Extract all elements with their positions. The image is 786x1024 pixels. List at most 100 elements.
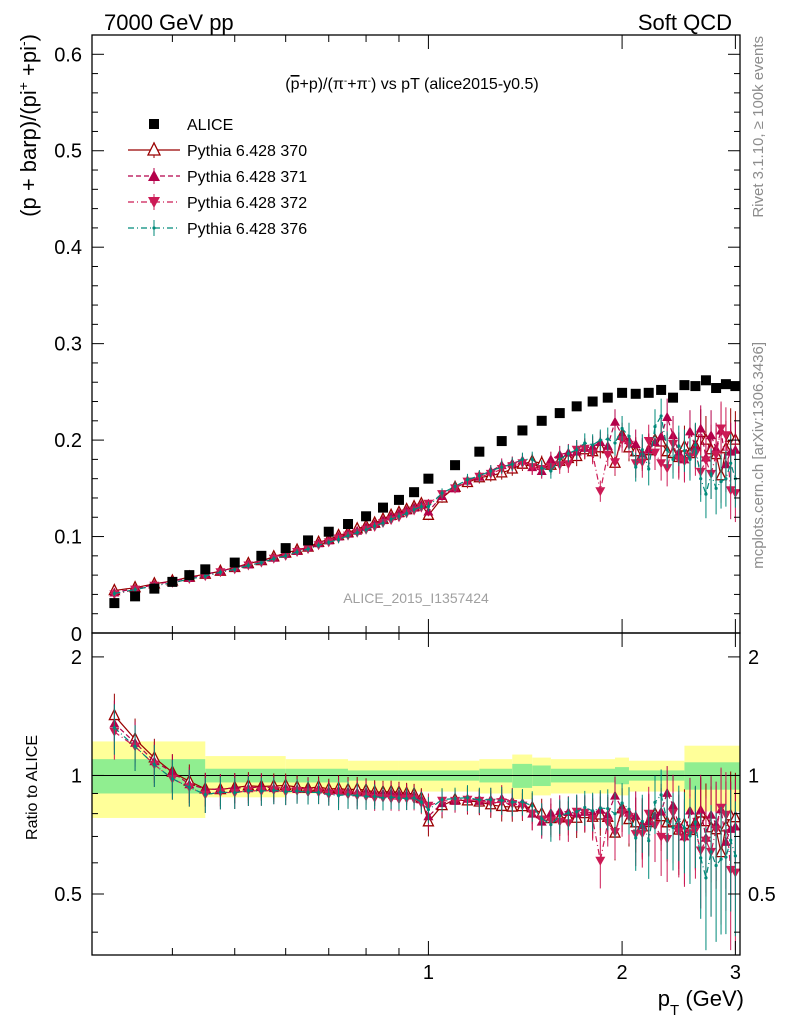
alice-data-point (184, 570, 195, 581)
series-4-ratio-point (346, 793, 350, 797)
ratio-ytick-label-right: 0.5 (748, 884, 776, 906)
series-2-point (610, 416, 621, 426)
series-3-point (720, 431, 731, 441)
series-4-ratio-point (336, 793, 341, 797)
series-4-point (389, 517, 393, 521)
series-4-point (714, 486, 718, 490)
series-2-point (630, 438, 641, 448)
legend-series-3-label: Pythia 6.428 372 (187, 195, 307, 212)
series-4-point (259, 560, 263, 565)
series-4-ratio-point (500, 798, 504, 802)
series-4-ratio-point (218, 790, 223, 794)
series-3-point (643, 437, 654, 447)
x-tick-label: 1 (423, 962, 434, 984)
series-4-ratio-point (693, 820, 697, 824)
series-3-point (610, 458, 621, 468)
series-4-ratio-point (405, 797, 409, 801)
legend-series-1-marker (146, 141, 162, 156)
alice-data-point (587, 396, 598, 407)
series-4-ratio-point (355, 793, 359, 798)
series-4-ratio-point (598, 806, 602, 810)
series-4-ratio-point (709, 850, 713, 854)
series-4-ratio-point (665, 819, 669, 823)
legend-series-4-label: Pythia 6.428 376 (187, 221, 307, 238)
series-4-point (693, 443, 697, 447)
series-4-ratio-point (729, 838, 733, 842)
series-4-point (682, 449, 687, 453)
header-left-label: 7000 GeV pp (104, 10, 234, 35)
series-3-point (716, 424, 727, 434)
alice-data-point (730, 381, 740, 392)
legend: ALICE Pythia 6.428 370 Pythia 6.428 371 Pyt… (128, 117, 307, 238)
series-4-ratio-point (316, 790, 321, 795)
ratio-y-axis-label: Ratio to ALICE (24, 735, 41, 840)
alice-data-point (517, 425, 528, 436)
series-4-ratio-point (364, 794, 368, 799)
series-4-point (729, 461, 733, 465)
alice-data-point (377, 502, 388, 513)
series-4-ratio-point (133, 744, 137, 749)
series-4-point (327, 540, 331, 544)
alice-data-point (229, 557, 240, 568)
series-2-point (706, 430, 717, 440)
alice-data-point (474, 446, 485, 457)
series-4-ratio-point (187, 785, 191, 789)
series-4-ratio-point (489, 798, 493, 802)
alice-data-point (711, 383, 722, 394)
legend-series-2-label: Pythia 6.428 371 (187, 169, 307, 186)
series-4-ratio-point (440, 798, 444, 802)
series-4-ratio-point (566, 811, 570, 815)
ratio-ytick-label-right: 1 (748, 765, 759, 787)
ratio-ytick-label-left: 0.5 (54, 884, 82, 906)
series-4-ratio-point (724, 855, 728, 859)
main-ytick-label: 0.6 (54, 44, 82, 66)
series-4-ratio-point (699, 856, 703, 860)
series-3-point (711, 450, 722, 460)
alice-data-point (496, 436, 507, 447)
series-4-point (671, 457, 675, 461)
series-4-ratio-point (170, 777, 174, 781)
ratio-ytick-label-left: 2 (71, 647, 82, 669)
series-4-point (549, 469, 553, 473)
x-axis-label: pT (GeV) (658, 986, 744, 1019)
series-4-point (440, 491, 444, 495)
ratio-stat-band (684, 762, 740, 790)
series-4-ratio-point (272, 788, 276, 792)
series-4-ratio-point (733, 854, 737, 858)
series-4-ratio-point (453, 796, 457, 801)
series-4-point (665, 448, 669, 452)
alice-data-point (679, 380, 690, 391)
legend-alice-label: ALICE (187, 117, 233, 134)
series-4-ratio-point (659, 793, 663, 797)
series-4-ratio-point (575, 810, 579, 814)
alice-data-point (536, 415, 547, 426)
series-2-point (730, 444, 740, 454)
alice-data-point (602, 392, 613, 403)
series-4-ratio-point (620, 801, 624, 805)
series-4-point (530, 457, 534, 461)
series-4-point (640, 448, 644, 452)
series-4-ratio-point (671, 825, 675, 830)
ratio-frame (91, 632, 741, 956)
series-4-ratio-point (583, 805, 587, 810)
ratio-ytick-label-left: 1 (71, 765, 82, 787)
main-ytick-label: 0.5 (54, 141, 82, 163)
series-4-point (355, 531, 359, 535)
series-4-point (699, 477, 703, 481)
mcplots-source-label: mcplots.cern.ch [arXiv:1306.3436] (750, 342, 767, 569)
alice-data-point (668, 392, 679, 403)
alice-data-point (149, 583, 160, 594)
alice-data-point (554, 408, 565, 419)
main-panel: 0.1 0.2 0.3 0.4 0.5 0.6 0 (54, 34, 741, 646)
series-4-ratio-point (381, 796, 385, 800)
series-4-point (647, 467, 651, 471)
series-3-point (649, 448, 660, 458)
alice-data-point (256, 550, 267, 561)
series-4-point (688, 457, 692, 461)
series-4-point (453, 484, 457, 488)
x-tick-label: 3 (730, 962, 741, 984)
series-4-point (709, 472, 713, 476)
series-4-ratio-point (295, 789, 299, 793)
main-ytick-label: 0.3 (54, 334, 82, 356)
